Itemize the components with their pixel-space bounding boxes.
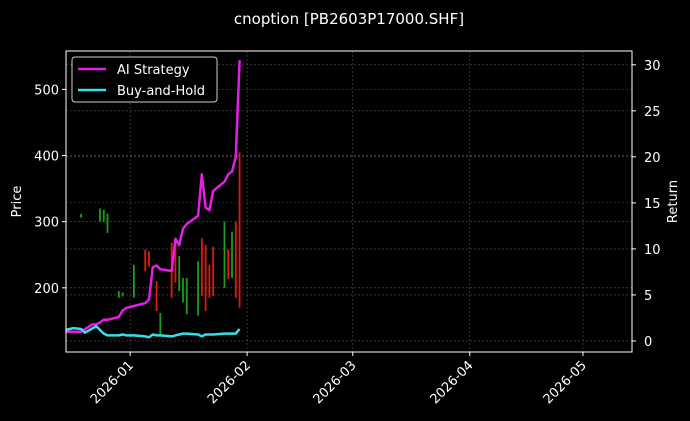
return-series — [65, 60, 241, 339]
candle-down — [148, 251, 150, 267]
candle-up — [106, 213, 109, 233]
y2-tick-label: 0 — [644, 335, 652, 350]
candle-up — [185, 277, 188, 315]
candle-down — [174, 242, 177, 283]
candle-up — [178, 256, 181, 292]
legend-label-buy-and-hold: Buy-and-Hold — [117, 84, 205, 99]
y2-tick-label: 25 — [644, 105, 661, 120]
candle-up — [121, 292, 124, 297]
y-tick-label: 200 — [34, 282, 59, 297]
y2-tick-label: 5 — [644, 289, 652, 304]
legend-box — [71, 56, 218, 103]
y-tick-label: 500 — [34, 83, 59, 98]
plot-frame — [65, 50, 633, 353]
legend-label-ai-strategy: AI Strategy — [117, 63, 190, 78]
y2-tick-label: 15 — [644, 197, 661, 212]
legend: AI Strategy Buy-and-Hold — [71, 56, 218, 103]
y2-axis-label: Return — [666, 180, 681, 223]
candle-down — [208, 264, 211, 298]
candle-up — [99, 208, 101, 222]
candle-down — [200, 238, 203, 296]
y-axis-label: Price — [10, 186, 25, 218]
candle-up — [197, 261, 199, 316]
series-line-buy-and-hold — [65, 324, 241, 339]
candle-down — [212, 246, 215, 296]
series-line-ai-strategy — [66, 60, 241, 333]
candle-up — [159, 312, 162, 336]
candle-down — [238, 152, 241, 308]
candle-down — [155, 281, 158, 311]
candle-down — [204, 244, 207, 311]
candle-down — [144, 249, 147, 272]
candle-up — [102, 209, 105, 222]
candle-down — [234, 221, 237, 298]
y2-tick-label: 30 — [644, 59, 661, 74]
candle-up — [182, 277, 184, 303]
candle-down — [227, 249, 230, 280]
y-tick-label: 400 — [34, 150, 59, 165]
candle-up — [80, 213, 82, 218]
y-tick-label: 300 — [34, 216, 59, 231]
y2-tick-label: 10 — [644, 243, 661, 258]
y2-tick-label: 20 — [644, 151, 661, 166]
candle-up — [231, 231, 233, 278]
candle-up — [117, 291, 120, 298]
candlesticks — [80, 152, 241, 336]
chart-title: cnoption [PB2603P17000.SHF] — [234, 10, 464, 28]
candle-up — [223, 221, 226, 288]
candle-up — [133, 264, 135, 298]
